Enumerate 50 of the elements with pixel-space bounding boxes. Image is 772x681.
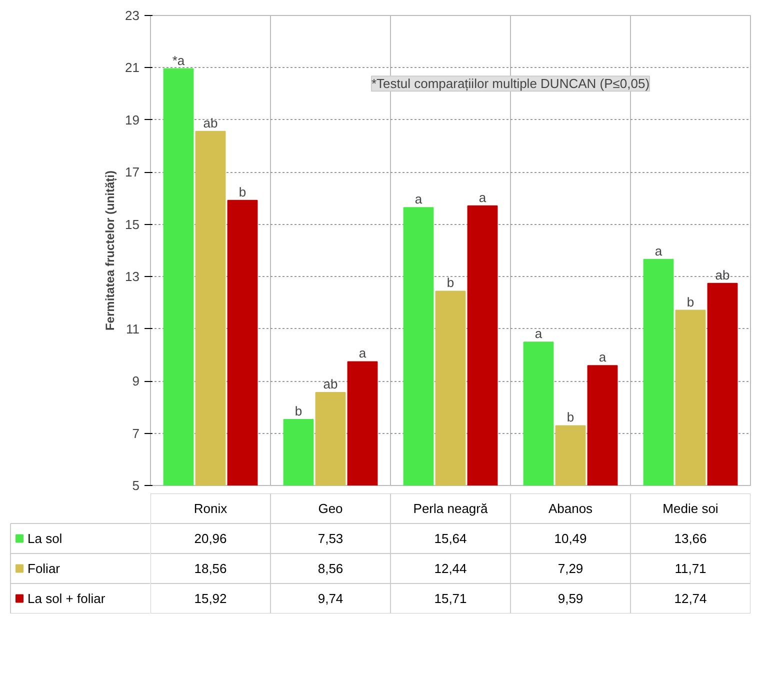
- y-tick-label: 17: [125, 164, 140, 180]
- annotation: a: [478, 190, 487, 205]
- annotation: b: [294, 403, 302, 418]
- legend-label: La sol: [28, 531, 62, 546]
- data-label: 7,29: [558, 561, 584, 576]
- data-label: 11,71: [674, 561, 706, 576]
- y-tick-label: 9: [132, 374, 140, 389]
- annotation: b: [238, 184, 246, 200]
- annotation: *Testul comparațiilor multiple DUNCAN (P≤0,05): [371, 76, 650, 92]
- data-label: 9,74: [318, 591, 344, 606]
- y-tick-label: 23: [125, 8, 140, 23]
- annotation: a: [654, 243, 663, 258]
- annotation: *a: [172, 52, 186, 68]
- annotation: b: [446, 275, 454, 290]
- annotation: a: [358, 346, 367, 361]
- data-label: 9,59: [558, 591, 584, 606]
- data-label: 10,49: [554, 531, 587, 546]
- y-tick-label: 19: [125, 112, 140, 128]
- y-tick-label: 13: [125, 269, 140, 284]
- annotation: ab: [715, 267, 730, 282]
- annotation: a: [598, 350, 607, 365]
- data-label: 12,74: [674, 591, 707, 606]
- legend-label: La sol + foliar: [28, 591, 106, 606]
- y-tick-label: 15: [125, 216, 140, 232]
- data-label: 15,92: [194, 591, 227, 606]
- data-label: 15,71: [434, 591, 467, 606]
- data-label: 20,96: [194, 531, 227, 546]
- x-tick-label: Perla neagră: [413, 501, 488, 516]
- data-label: 15,64: [434, 531, 467, 546]
- annotation: b: [566, 410, 574, 425]
- data-label: 12,44: [434, 561, 467, 576]
- annotation: a: [414, 192, 423, 207]
- data-label: 8,56: [318, 561, 344, 576]
- x-tick-label: Medie soi: [662, 501, 718, 516]
- x-tick-label: Ronix: [194, 501, 228, 516]
- data-label: 18,56: [194, 561, 227, 576]
- y-tick-label: 5: [132, 478, 140, 493]
- annotation: ab: [203, 115, 218, 130]
- annotation: b: [686, 294, 694, 310]
- y-tick-label: 11: [126, 321, 140, 336]
- y-tick-label: 21: [125, 60, 140, 76]
- annotation: a: [534, 326, 543, 342]
- x-tick-label: Geo: [318, 501, 343, 516]
- legend-label: Foliar: [28, 561, 61, 576]
- x-tick-label: Abanos: [548, 501, 594, 516]
- y-axis-title: Fermitatea fructelor (unități): [103, 170, 118, 331]
- annotation: ab: [323, 376, 338, 392]
- data-label: 13,66: [674, 531, 707, 546]
- y-tick-label: 7: [132, 426, 140, 441]
- data-label: 7,53: [318, 531, 344, 546]
